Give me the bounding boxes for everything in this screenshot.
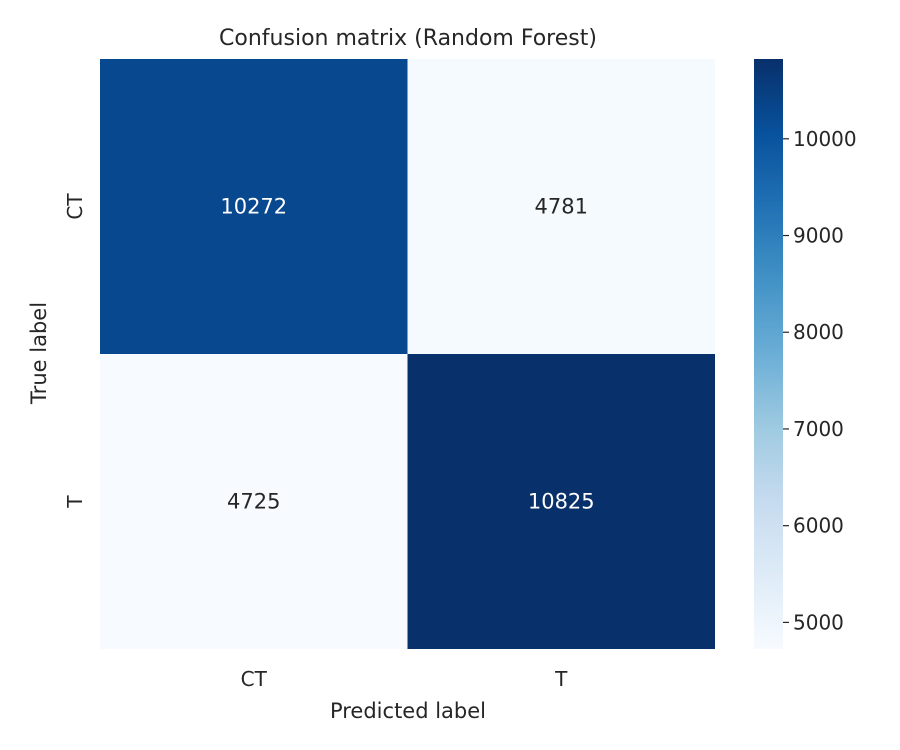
heatmap-cell-labels: 10272 4781 4725 10825 bbox=[220, 195, 594, 514]
y-tick-labels: CT T bbox=[63, 193, 87, 509]
heatmap-cell bbox=[407, 59, 715, 354]
colorbar-tick-label: 9000 bbox=[793, 224, 844, 248]
colorbar-tick-label: 6000 bbox=[793, 514, 844, 538]
x-tick-label: T bbox=[554, 667, 568, 691]
y-tick-label: T bbox=[63, 495, 87, 509]
colorbar bbox=[754, 59, 783, 649]
y-tick-label: CT bbox=[63, 193, 87, 220]
x-tick-labels: CT T bbox=[241, 667, 568, 691]
cell-value-label: 10825 bbox=[528, 490, 595, 514]
colorbar-tick-label: 10000 bbox=[793, 127, 857, 151]
colorbar-tick-label: 8000 bbox=[793, 320, 844, 344]
colorbar-tick-label: 7000 bbox=[793, 417, 844, 441]
x-tick-label: CT bbox=[241, 667, 268, 691]
heatmap-cell bbox=[100, 354, 408, 649]
colorbar-tick-label: 5000 bbox=[793, 610, 844, 634]
cell-value-label: 4781 bbox=[535, 195, 588, 219]
heatmap-cell bbox=[407, 354, 715, 649]
chart-title: Confusion matrix (Random Forest) bbox=[219, 26, 597, 51]
heatmap-cell bbox=[100, 59, 408, 354]
colorbar-ticks: 5000 6000 7000 8000 9000 10000 bbox=[783, 127, 857, 634]
cell-value-label: 10272 bbox=[220, 195, 287, 219]
cell-value-label: 4725 bbox=[227, 490, 280, 514]
heatmap-cells bbox=[100, 59, 715, 649]
x-axis-label: Predicted label bbox=[330, 699, 486, 723]
y-axis-label: True label bbox=[27, 302, 51, 405]
